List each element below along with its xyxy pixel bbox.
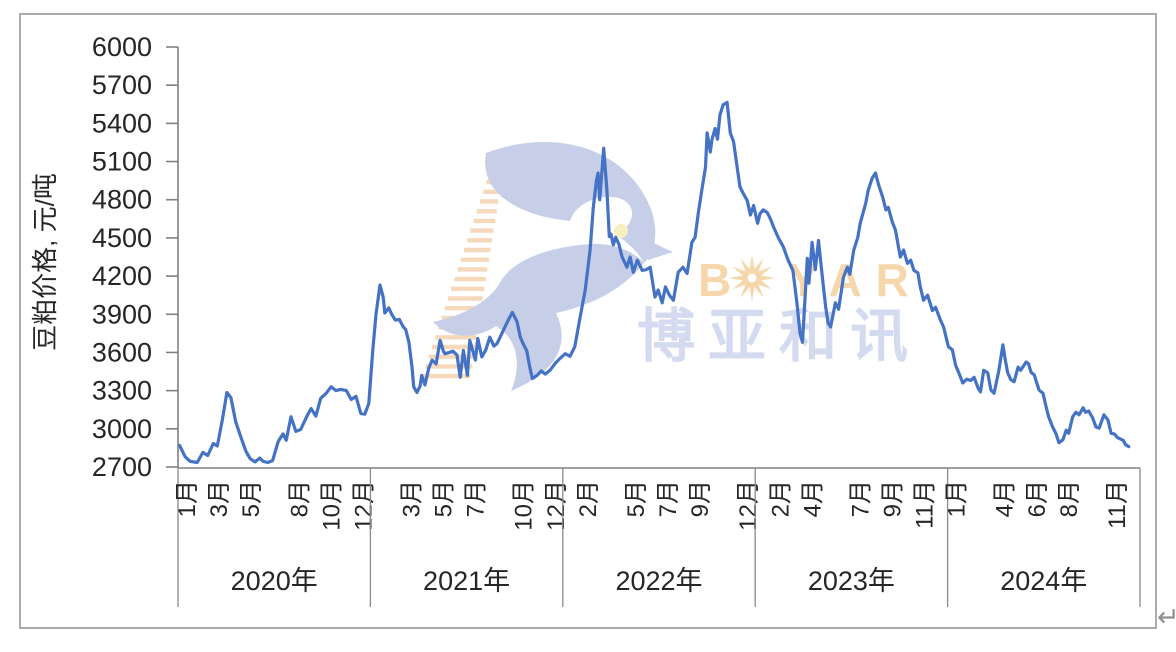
x-month-label: 5月: [623, 480, 650, 517]
axes: 6000 5700 5400 5100 4800 4500 4200 3900 3600 3300…: [92, 32, 1141, 607]
x-month-label: 11月: [1104, 480, 1131, 529]
watermark-sun-center: [747, 273, 757, 283]
x-month-label: 5月: [238, 480, 265, 517]
x-month-label: 9月: [879, 480, 906, 517]
x-month-label: 3月: [398, 480, 425, 517]
y-tick-label: 4200: [92, 261, 152, 291]
x-year-label: 2024年: [1000, 566, 1087, 596]
watermark-brand-chinese: 博亚和讯: [637, 304, 921, 369]
x-month-label: 9月: [687, 480, 714, 517]
watermark-bird-body-icon: [433, 243, 644, 391]
y-tick-label: 5100: [92, 147, 152, 177]
watermark-bird-eye-icon: [614, 224, 628, 238]
boyar-watermark: B YAR 博亚和讯: [422, 142, 921, 391]
y-axis-title: 豆粕价格, 元/吨: [30, 173, 60, 351]
y-tick-label: 6000: [92, 32, 152, 62]
x-month-label: 4月: [992, 480, 1019, 517]
price-line: [178, 100, 1131, 465]
y-tick-label: 2700: [92, 452, 152, 482]
y-tick-label: 4800: [92, 185, 152, 215]
x-month-label: 11月: [912, 480, 939, 529]
watermark-bird-wing-icon: [485, 142, 656, 263]
x-year-label: 2021年: [423, 566, 510, 596]
x-month-label: 10月: [511, 480, 538, 531]
return-mark: ↵: [1157, 602, 1176, 632]
x-month-label: 7月: [655, 480, 682, 517]
x-month-label: 4月: [799, 480, 826, 517]
x-month-label: 3月: [206, 480, 233, 517]
y-tick-label: 3000: [92, 414, 152, 444]
x-year-label: 2023年: [808, 566, 895, 596]
x-month-label: 2月: [767, 480, 794, 517]
y-tick-label: 5700: [92, 70, 152, 100]
watermark-bird-beak-icon: [648, 241, 673, 260]
x-month-label: 7月: [847, 480, 874, 517]
y-tick-label: 3600: [92, 337, 152, 367]
x-year-label: 2022年: [615, 566, 702, 596]
x-month-label: 12月: [735, 480, 762, 531]
x-month-label: 1月: [944, 480, 971, 517]
chart-border: [19, 13, 1157, 629]
x-month-label: 6月: [1024, 480, 1051, 517]
x-month-label: 5月: [431, 480, 458, 517]
y-tick-label: 5400: [92, 108, 152, 138]
x-month-label: 12月: [350, 480, 377, 531]
x-month-label: 1月: [174, 480, 201, 517]
y-tick-label: 3300: [92, 376, 152, 406]
x-month-label: 2月: [575, 480, 602, 517]
y-tick-label: 3900: [92, 299, 152, 329]
x-year-label: 2020年: [231, 566, 318, 596]
x-month-label: 12月: [543, 480, 570, 531]
x-month-label: 7月: [463, 480, 490, 517]
y-tick-label: 4500: [92, 223, 152, 253]
x-month-label: 8月: [286, 480, 313, 517]
watermark-brand-letter-b: B: [698, 254, 745, 306]
price-line-series: [178, 100, 1131, 465]
x-month-label: 10月: [318, 480, 345, 531]
x-month-label: 8月: [1056, 480, 1083, 517]
